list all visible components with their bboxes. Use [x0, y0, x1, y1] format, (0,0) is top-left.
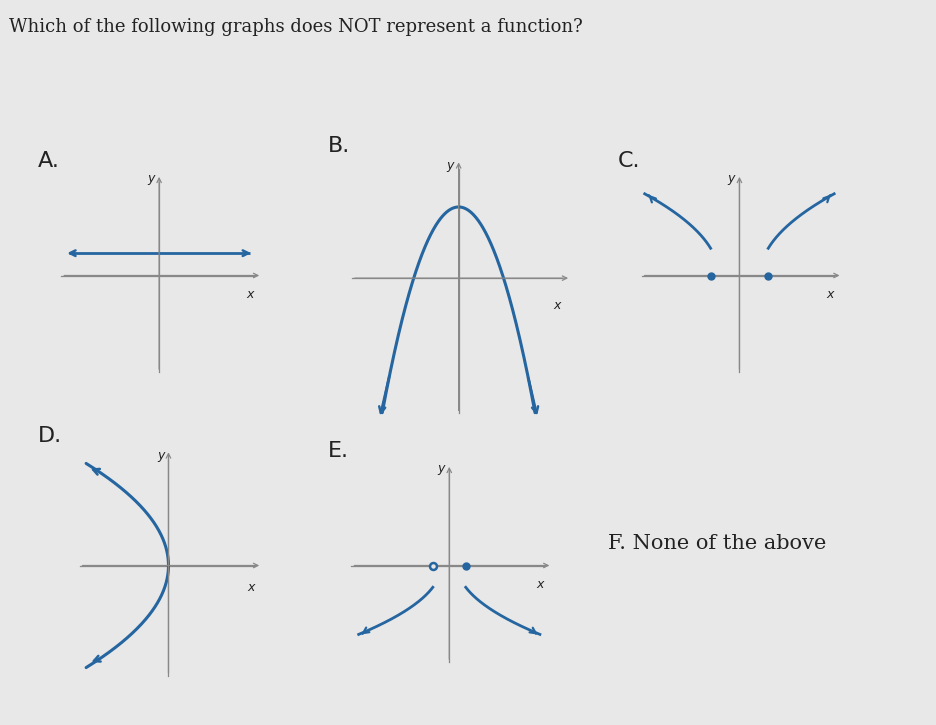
Text: y: y — [446, 159, 453, 172]
Text: y: y — [727, 172, 735, 185]
Text: B.: B. — [328, 136, 350, 157]
Text: x: x — [554, 299, 562, 312]
Text: A.: A. — [37, 151, 59, 171]
Text: y: y — [157, 449, 165, 462]
Text: y: y — [437, 462, 445, 475]
Text: x: x — [247, 581, 255, 594]
Text: F. None of the above: F. None of the above — [608, 534, 826, 553]
Text: x: x — [536, 578, 544, 591]
Text: x: x — [826, 288, 834, 301]
Text: E.: E. — [328, 441, 348, 461]
Text: x: x — [246, 288, 254, 301]
Text: D.: D. — [37, 426, 62, 447]
Text: C.: C. — [618, 151, 640, 171]
Text: y: y — [147, 172, 154, 185]
Text: Which of the following graphs does NOT represent a function?: Which of the following graphs does NOT r… — [9, 18, 583, 36]
